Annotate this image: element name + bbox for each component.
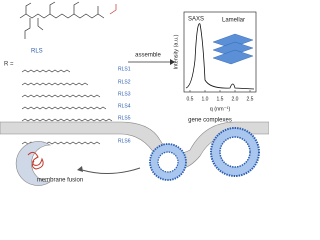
x-tick-label: 1.0 (202, 96, 209, 102)
fusion-arrow-head (77, 166, 83, 172)
chain-label: RLS5 (118, 115, 131, 121)
molecule-head (19, 1, 117, 39)
shape (109, 4, 117, 15)
chain (21, 82, 89, 86)
shape (212, 49, 254, 65)
x-tick-label: 2.0 (232, 96, 239, 102)
page: {"molecule": {"head_label": "RLS", "r_la… (0, 1, 269, 186)
chain-label: RLS4 (118, 103, 131, 109)
complexes-label: gene complexes (188, 118, 232, 124)
r-label: R = (4, 62, 14, 68)
chain-label: RLS1 (118, 66, 131, 72)
chain (21, 106, 107, 110)
fusion-arrow (81, 167, 141, 174)
vesicle-core (219, 136, 251, 168)
chain (21, 94, 101, 98)
gene-complex-core (157, 151, 179, 173)
figure: RLS R = RLS1 RLS2 RLS3 RLS4 RLS5 RLS6 assembl… (0, 1, 269, 186)
arrow-head (170, 59, 175, 65)
chain (21, 69, 71, 73)
x-axis-label: q (nm⁻¹) (210, 106, 231, 112)
x-tick-label: 0.5 (187, 96, 194, 102)
arrow-label: assemble (135, 53, 161, 59)
y-axis-label: Intensity (a.u.) (173, 34, 179, 69)
cell (15, 141, 52, 186)
shape (19, 13, 105, 19)
saxs-curve (185, 23, 255, 90)
saxs-title: SAXS (188, 17, 204, 23)
x-ticks: 0.5 1.0 1.5 2.0 2.5 (187, 90, 254, 102)
chain (21, 118, 113, 122)
x-tick-label: 2.5 (247, 96, 254, 102)
x-tick-label: 1.5 (217, 96, 224, 102)
body: RLS R = RLS1 RLS2 RLS3 RLS4 RLS5 RLS6 assembl… (0, 1, 269, 186)
head-label: RLS (31, 49, 43, 55)
lamellar-stack (212, 33, 254, 65)
chain-label: RLS2 (118, 79, 131, 85)
shape (25, 1, 99, 14)
chain-label: RLS6 (118, 138, 131, 144)
dna (27, 151, 44, 170)
chains: RLS1 RLS2 RLS3 RLS4 RLS5 RLS6 (21, 66, 131, 145)
fusion-label: membrane fusion (37, 178, 83, 184)
chain-label: RLS3 (118, 91, 131, 97)
shape (24, 18, 44, 39)
saxs-phase: Lamellar (222, 18, 245, 24)
